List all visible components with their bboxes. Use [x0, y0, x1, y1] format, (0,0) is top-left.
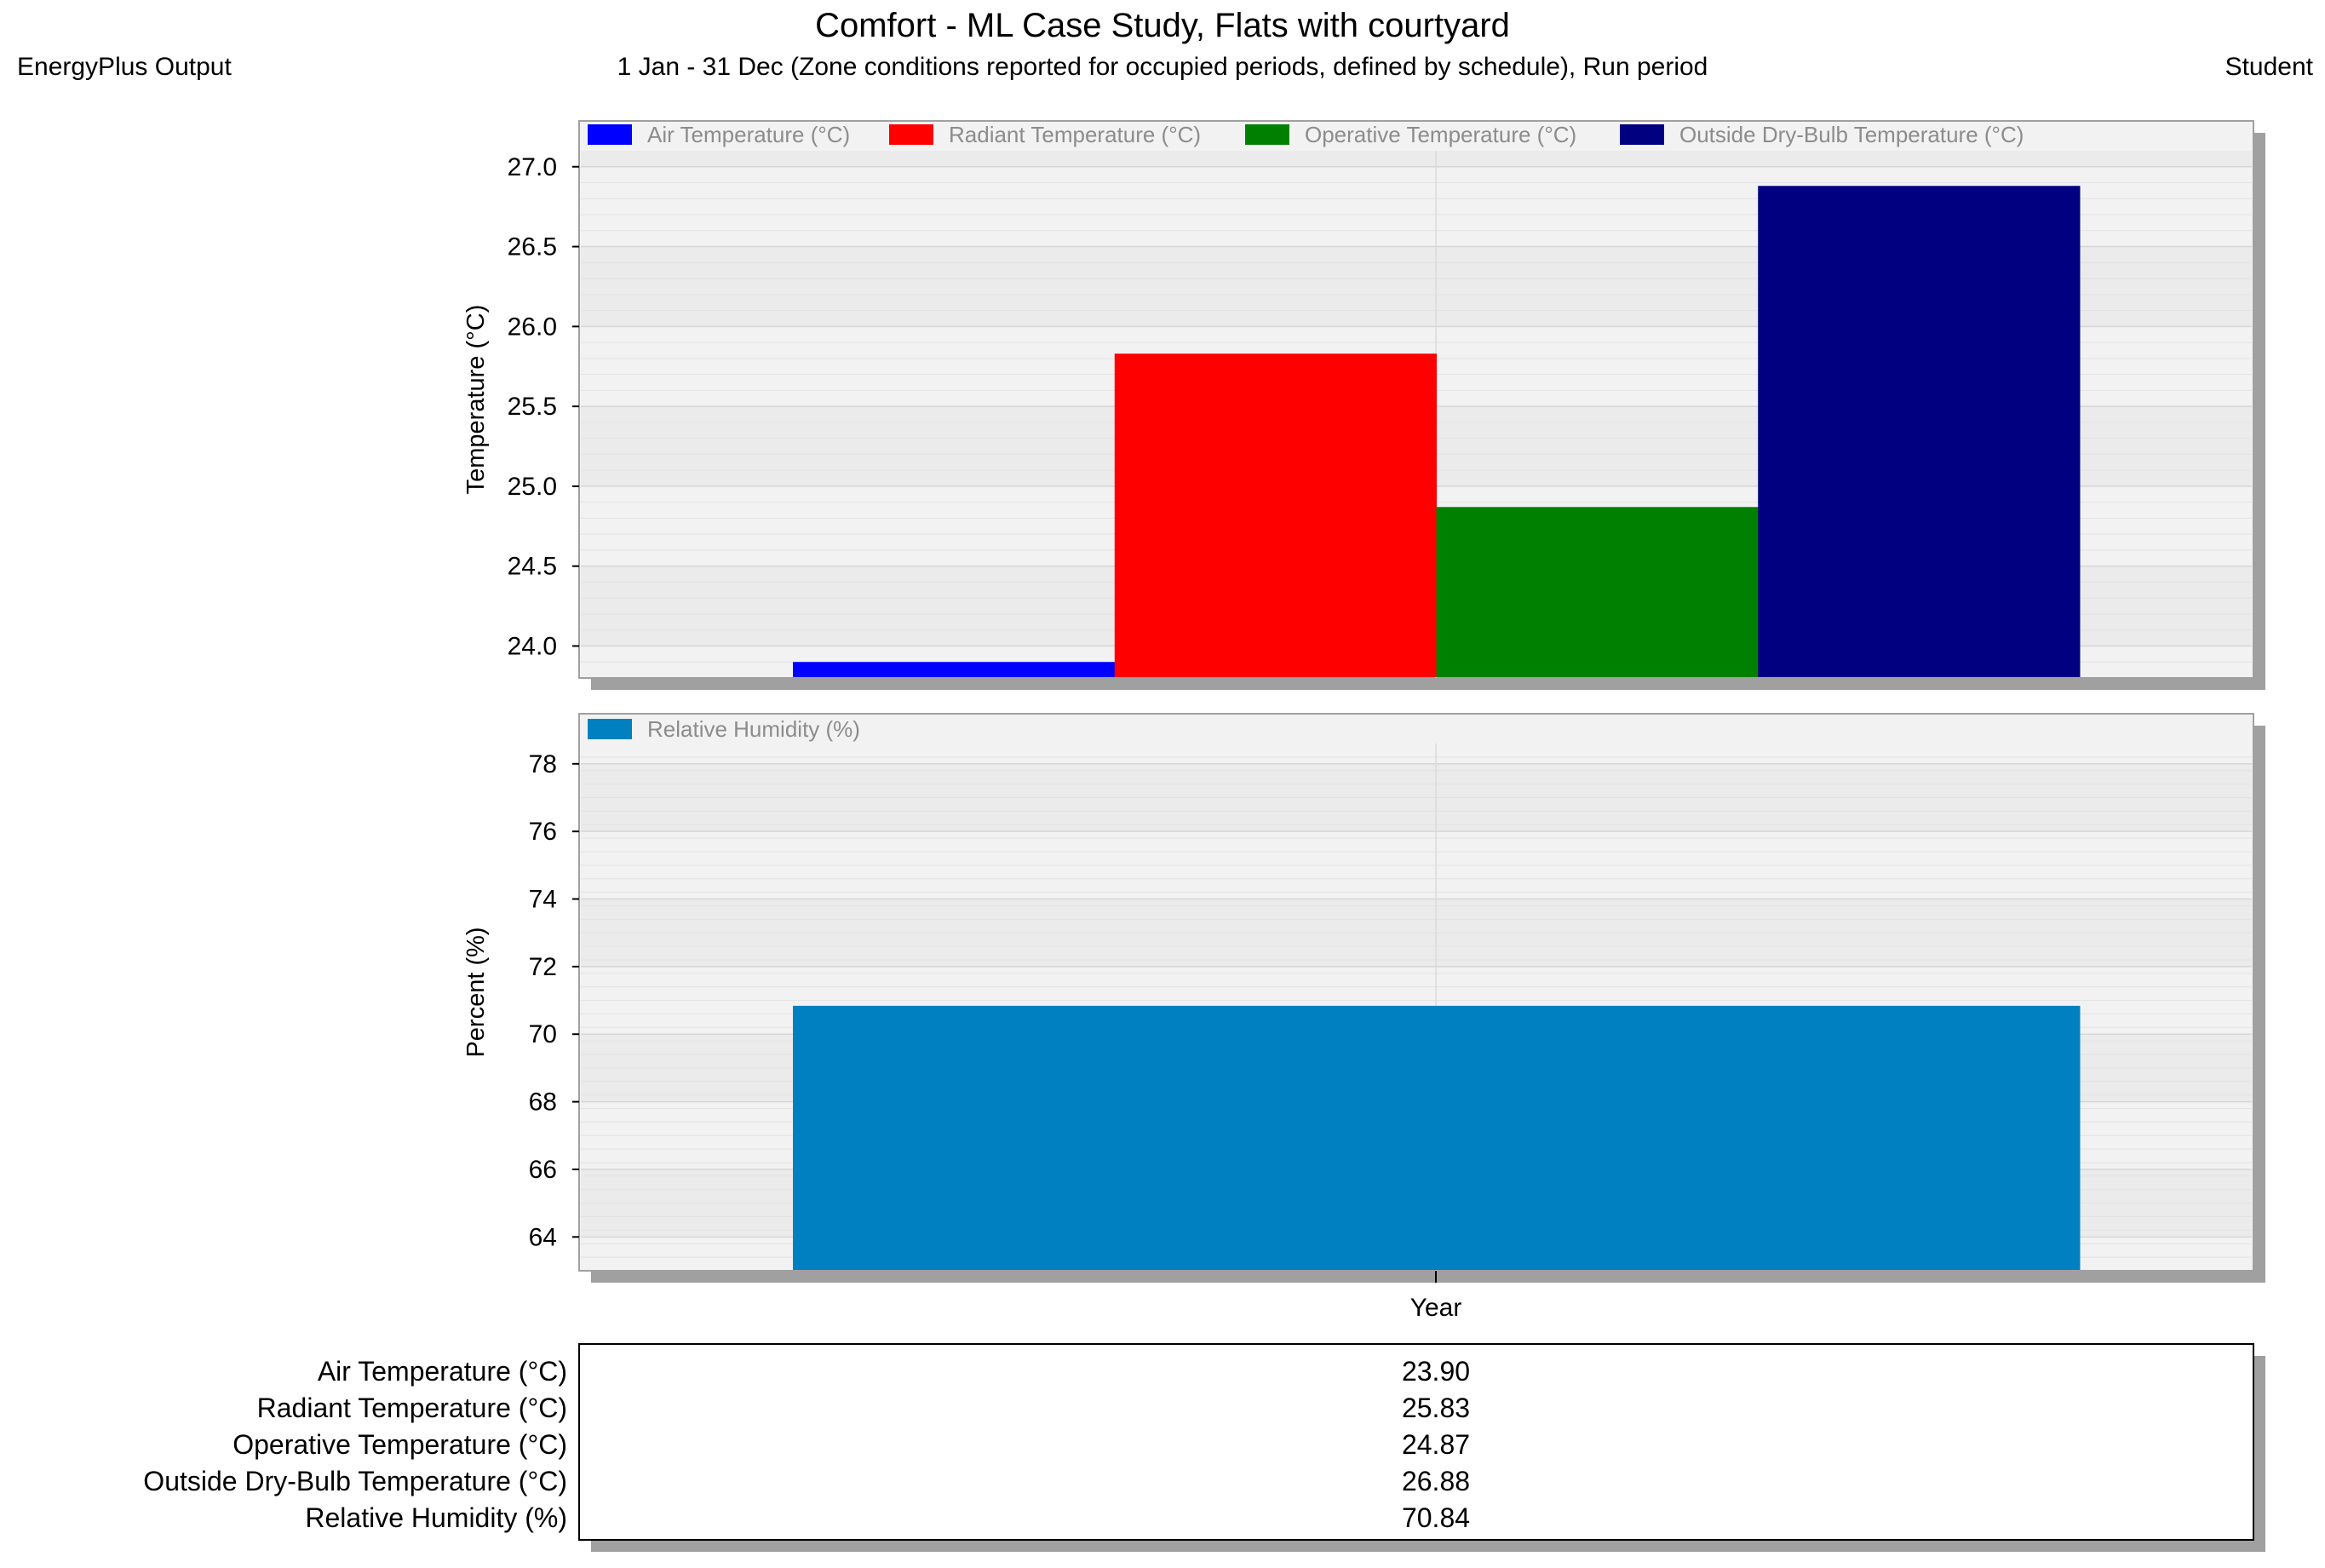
- y-tick-label: 25.0: [508, 473, 557, 501]
- summary-table: [578, 1343, 2254, 1541]
- table-row-value: 26.88: [1402, 1466, 1470, 1496]
- y-tick-label: 70: [529, 1020, 557, 1048]
- legend-swatch: [588, 124, 632, 145]
- bar-radiant-temperature-c: [1114, 353, 1437, 677]
- table-row-label: Air Temperature (°C): [318, 1356, 567, 1387]
- legend-label: Outside Dry-Bulb Temperature (°C): [1679, 122, 2024, 147]
- table-row-label: Outside Dry-Bulb Temperature (°C): [143, 1466, 567, 1496]
- bar-relative-humidity: [793, 1005, 2081, 1270]
- y-tick-label: 64: [529, 1223, 557, 1251]
- table-row-value: 24.87: [1402, 1429, 1470, 1460]
- table-row-label: Operative Temperature (°C): [232, 1429, 567, 1460]
- y-tick-label: 78: [529, 750, 557, 778]
- bar-outside-dry-bulb-temperature-c: [1758, 186, 2081, 677]
- y-tick-label: 66: [529, 1156, 557, 1184]
- y-tick-label: 74: [529, 886, 557, 914]
- y-tick-label: 24.5: [508, 553, 557, 581]
- legend-swatch: [588, 719, 632, 739]
- legend-label: Operative Temperature (°C): [1305, 122, 1576, 147]
- y-tick-label: 76: [529, 818, 557, 846]
- legend-label: Relative Humidity (%): [647, 716, 860, 742]
- y-tick-label: 25.5: [508, 393, 557, 421]
- bar-operative-temperature-c: [1436, 507, 1759, 677]
- chart-title: Comfort - ML Case Study, Flats with cour…: [815, 7, 1510, 44]
- x-axis-title: Year: [1410, 1294, 1462, 1322]
- y-tick-label: 27.0: [508, 153, 557, 181]
- y-axis-title: Percent (%): [462, 927, 490, 1057]
- bar-air-temperature-c: [793, 662, 1116, 677]
- table-row-value: 23.90: [1402, 1356, 1470, 1387]
- legend-swatch: [1620, 124, 1664, 145]
- legend-swatch: [889, 124, 933, 145]
- user-label: Student: [2225, 53, 2313, 81]
- table-row-label: Radiant Temperature (°C): [257, 1393, 567, 1423]
- y-tick-label: 72: [529, 953, 557, 981]
- legend-label: Radiant Temperature (°C): [949, 122, 1201, 147]
- grid-band: [581, 151, 2252, 167]
- y-axis-title: Temperature (°C): [462, 305, 490, 495]
- chart-subtitle: 1 Jan - 31 Dec (Zone conditions reported…: [617, 53, 1708, 81]
- source-label: EnergyPlus Output: [17, 53, 232, 81]
- table-row-label: Relative Humidity (%): [305, 1502, 567, 1533]
- legend-swatch: [1245, 124, 1289, 145]
- table-row-value: 25.83: [1402, 1393, 1470, 1423]
- legend-label: Air Temperature (°C): [647, 122, 850, 147]
- table-row-value: 70.84: [1402, 1502, 1470, 1533]
- y-tick-label: 24.0: [508, 632, 557, 660]
- y-tick-label: 26.5: [508, 233, 557, 261]
- y-tick-label: 26.0: [508, 313, 557, 341]
- y-tick-label: 68: [529, 1088, 557, 1117]
